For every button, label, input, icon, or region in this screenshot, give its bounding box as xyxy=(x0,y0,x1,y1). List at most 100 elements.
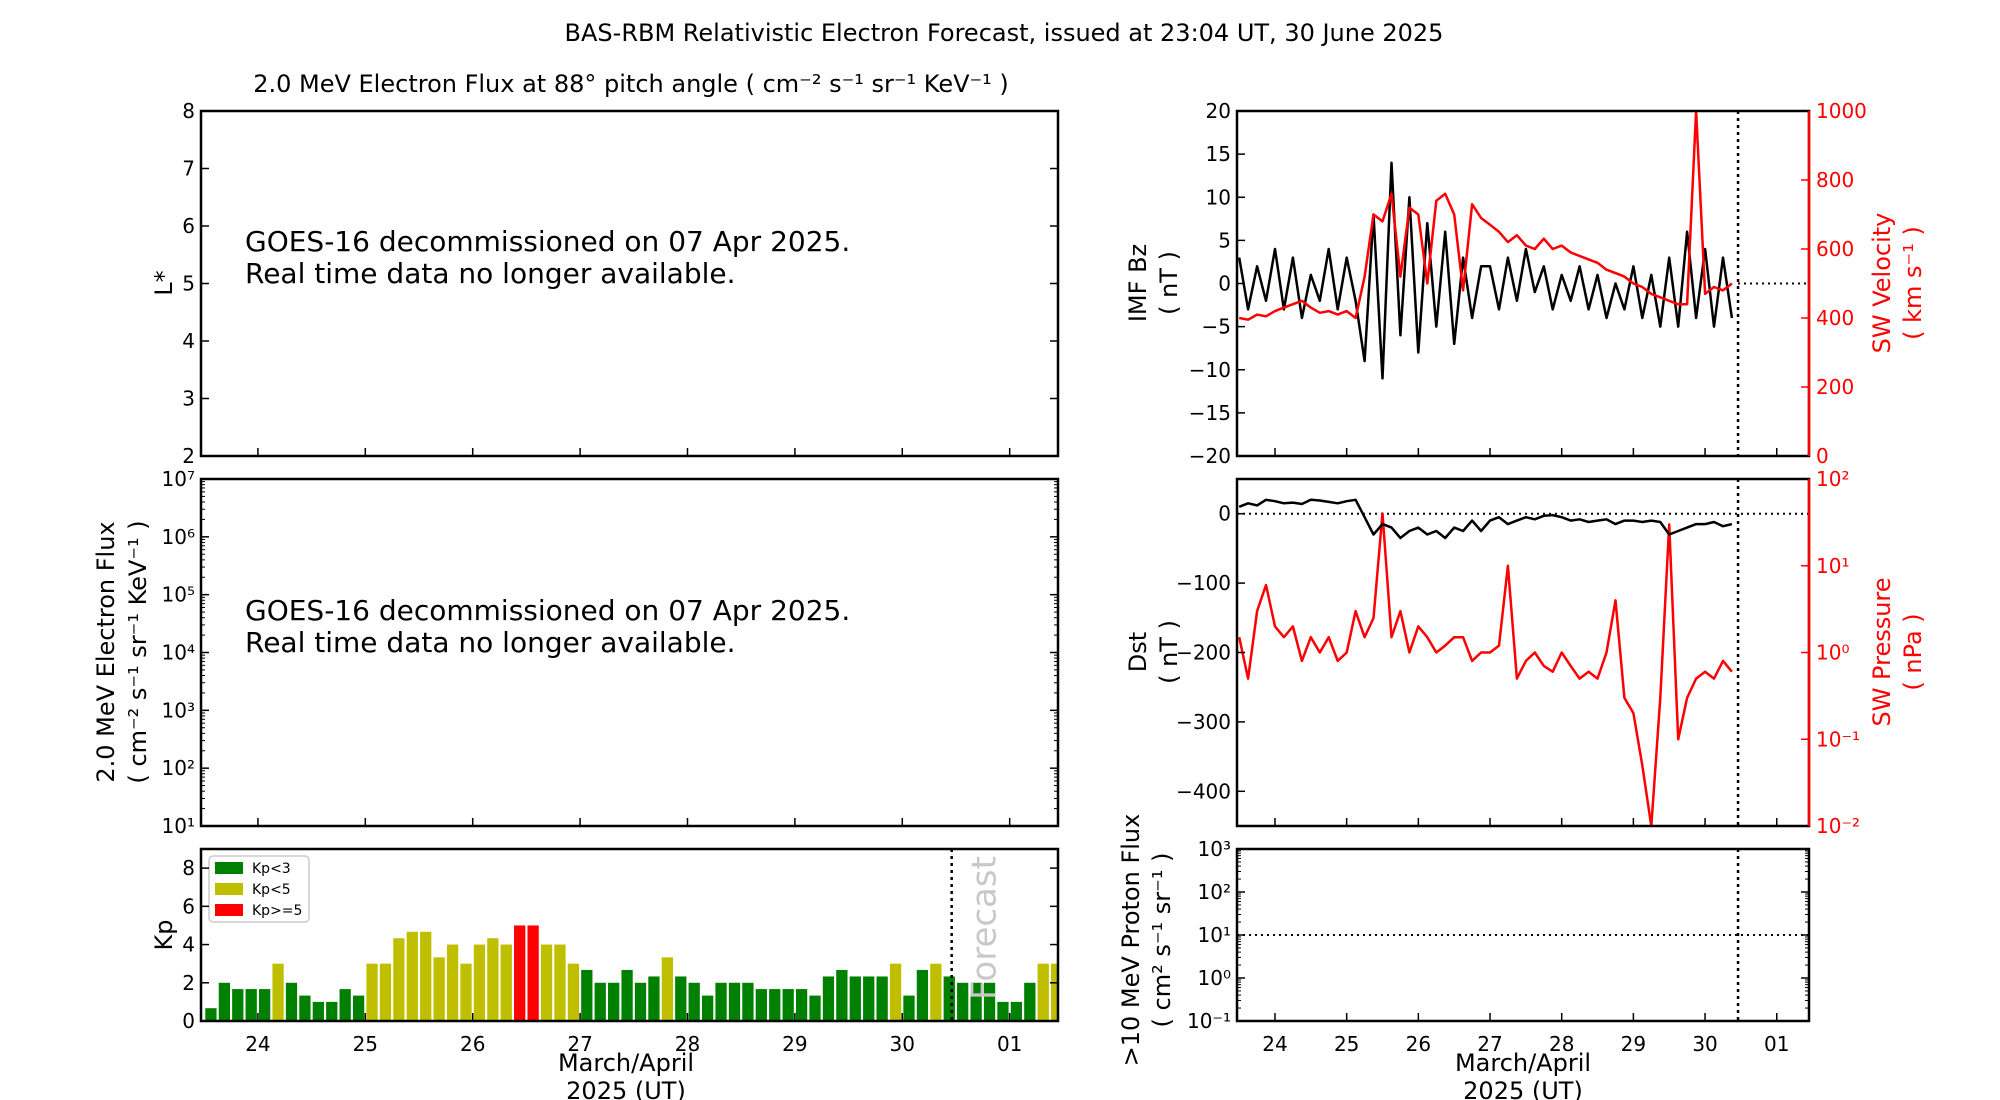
y-tick-label: −200 xyxy=(1176,641,1231,665)
kp-bar xyxy=(393,938,405,1021)
kp-bar xyxy=(285,982,298,1021)
kp-bar xyxy=(406,931,418,1021)
kp-bar xyxy=(621,969,633,1021)
kp-bar xyxy=(648,976,660,1021)
x-tick-label: 25 xyxy=(353,1032,378,1056)
kp-bar xyxy=(500,944,512,1021)
y-tick-label: −10 xyxy=(1189,358,1231,382)
x-tick-label: 29 xyxy=(782,1032,807,1056)
kp-bar xyxy=(957,982,969,1021)
kp-bar xyxy=(675,976,687,1021)
y-tick-label: 10² xyxy=(162,756,195,780)
y-tick-label: 0 xyxy=(1218,272,1231,296)
y-tick-label: 10¹ xyxy=(162,814,195,838)
kp-bar xyxy=(836,969,848,1021)
flux-ylabel-line2: ( cm⁻² s⁻¹ sr⁻¹ KeV⁻¹ ) xyxy=(124,520,152,783)
y-tick-label: 6 xyxy=(182,894,195,918)
y-tick-label: 0 xyxy=(182,1009,195,1033)
x-tick-label: 27 xyxy=(1477,1032,1502,1056)
kp-bar xyxy=(769,989,781,1021)
y-tick-label: 5 xyxy=(182,272,195,296)
kp-bar xyxy=(527,925,539,1021)
pressure-ylabel-line2: ( nPa ) xyxy=(1899,613,1927,690)
kp-bar xyxy=(433,957,445,1021)
y-tick-label: −100 xyxy=(1176,571,1231,595)
secondary-series-line xyxy=(1237,512,1733,826)
kp-bar xyxy=(554,944,566,1021)
y-tick-label: −5 xyxy=(1202,315,1231,339)
y-tick-label: 10³ xyxy=(1198,837,1231,861)
y-tick-label: 8 xyxy=(182,99,195,123)
kp-bar xyxy=(634,982,647,1021)
y2-tick-label: 800 xyxy=(1816,168,1854,192)
x-tick-label: 01 xyxy=(1764,1032,1789,1056)
kp-bar xyxy=(594,982,606,1021)
legend-swatch xyxy=(215,904,243,916)
kp-bar xyxy=(245,989,257,1021)
y2-tick-label: 10⁰ xyxy=(1816,641,1849,665)
kp-bar xyxy=(889,963,902,1021)
primary-series-line xyxy=(1237,161,1734,380)
lstar-ylabel: L* xyxy=(150,270,178,295)
y2-tick-label: 1000 xyxy=(1816,99,1867,123)
y2-tick-label: 10⁻¹ xyxy=(1816,727,1860,751)
y-tick-label: 0 xyxy=(1218,502,1231,526)
kp-bar xyxy=(232,989,244,1021)
kp-bar xyxy=(420,931,432,1021)
kp-bar xyxy=(366,963,378,1021)
kp-bar xyxy=(782,989,794,1021)
y-tick-label: 2 xyxy=(182,444,195,468)
bz-ylabel-line1: IMF Bz xyxy=(1124,244,1152,322)
y-tick-label: 10⁵ xyxy=(162,583,195,607)
dst-ylabel-line1: Dst xyxy=(1124,632,1152,672)
y-tick-label: 10² xyxy=(1198,880,1231,904)
kp-bar xyxy=(299,995,311,1021)
kp-bar xyxy=(661,957,673,1021)
kp-bar xyxy=(849,976,861,1021)
legend-label: Kp>=5 xyxy=(252,903,302,919)
right-xlabel-line2: 2025 (UT) xyxy=(1463,1077,1583,1100)
x-tick-label: 30 xyxy=(890,1032,915,1056)
kp-bar xyxy=(688,982,700,1021)
proton-ylabel-line1: >10 MeV Proton Flux xyxy=(1117,814,1145,1067)
y-tick-label: −20 xyxy=(1189,444,1231,468)
legend-label: Kp<5 xyxy=(252,882,291,898)
kp-bar xyxy=(1037,963,1049,1021)
kp-legend: Kp<3 Kp<5 Kp>=5 xyxy=(208,855,310,923)
y2-tick-label: 10⁻² xyxy=(1816,814,1860,838)
figure-title: BAS-RBM Relativistic Electron Forecast, … xyxy=(565,19,1444,47)
lstar-message-line2: Real time data no longer available. xyxy=(245,257,736,290)
kp-bar xyxy=(997,1001,1009,1021)
y-tick-label: −300 xyxy=(1176,710,1231,734)
kp-bar xyxy=(608,982,620,1021)
proton-panel: 10⁻¹ 10⁰ 10¹ 10² 10³ 24 25 26 27 28 29 30 01 xyxy=(1187,837,1811,1056)
x-tick-label: 28 xyxy=(675,1032,700,1056)
bz-ylabel-line2: ( nT ) xyxy=(1155,251,1183,315)
axes-frame xyxy=(199,847,1060,1023)
pressure-ylabel-line1: SW Pressure xyxy=(1868,577,1896,726)
y-tick-label: −15 xyxy=(1189,401,1231,425)
x-tick-label: 24 xyxy=(245,1032,270,1056)
forecast-label: Forecast xyxy=(965,856,1005,1000)
kp-bar xyxy=(1010,1001,1023,1021)
secondary-series-line xyxy=(1238,111,1733,321)
kp-bar xyxy=(916,969,929,1021)
kp-bar xyxy=(930,963,942,1021)
kp-bar xyxy=(970,982,982,1021)
flux-ylabel-line1: 2.0 MeV Electron Flux xyxy=(92,521,120,782)
kp-bar xyxy=(943,976,955,1021)
y-tick-label: 20 xyxy=(1206,99,1231,123)
y-tick-label: 10⁶ xyxy=(162,525,195,549)
y2-tick-label: 10¹ xyxy=(1816,554,1849,578)
axes-frame xyxy=(1235,477,1811,828)
y-tick-label: 10⁴ xyxy=(162,641,195,665)
y-tick-label: 8 xyxy=(182,856,195,880)
y2-tick-label: 10² xyxy=(1816,467,1849,491)
kp-bar xyxy=(701,995,714,1021)
kp-data xyxy=(205,925,1058,1021)
kp-bar xyxy=(876,976,888,1021)
left-panels-title: 2.0 MeV Electron Flux at 88° pitch angle… xyxy=(253,70,1009,98)
flux-message-line1: GOES-16 decommissioned on 07 Apr 2025. xyxy=(245,594,850,627)
y-tick-label: 4 xyxy=(182,933,195,957)
x-tick-label: 26 xyxy=(1406,1032,1431,1056)
